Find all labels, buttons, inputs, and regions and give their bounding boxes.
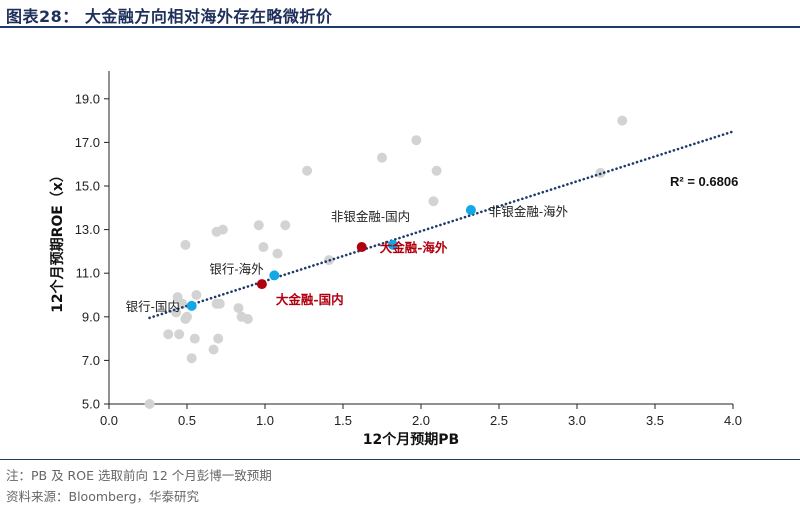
footnote: 注：PB 及 ROE 选取前向 12 个月彭博一致预期 [6,468,272,483]
background-point [258,242,269,253]
highlight-point [356,242,367,253]
point-label: 非银金融-国内 [331,209,410,224]
background-point [189,333,200,344]
background-point [180,239,191,250]
background-point [302,165,313,176]
background-point [411,135,422,146]
background-point [163,329,174,340]
background-point [182,311,192,322]
highlight-point [387,239,398,250]
background-point [191,290,202,300]
highlight-point [465,204,476,215]
highlight-point [269,270,280,281]
background-point [428,196,439,207]
x-tick-label: 2.5 [490,413,508,428]
x-tick-label: 3.5 [646,413,664,428]
background-point [186,353,197,364]
y-axis-title: 12个月预期ROE（x） [49,168,66,313]
footer-rule [0,459,800,460]
x-tick-label: 2.0 [412,413,430,428]
axes: 0.0 0.5 1.0 1.5 2.0 2.5 3.0 3.5 4.0 5.0 7.0 9.0 11.0… [75,71,742,428]
y-tick-label: 13.0 [75,222,100,237]
background-point [272,248,283,259]
x-tick-label: 1.5 [334,413,352,428]
y-tick-label: 17.0 [75,135,100,150]
highlight-point [256,279,267,290]
background-point [233,303,244,314]
scatter-chart: 0.0 0.5 1.0 1.5 2.0 2.5 3.0 3.5 4.0 5.0 7.0 9.0 11.0… [49,71,742,448]
x-tick-label: 0.0 [100,413,118,428]
highlight-points [186,204,476,311]
point-label: 大金融-海外 [380,240,448,255]
highlight-point [186,300,197,311]
background-point [377,152,387,163]
background-point [617,115,628,126]
y-tick-label: 19.0 [75,91,100,106]
background-point [144,399,155,409]
y-tick-label: 15.0 [75,179,100,194]
background-point [431,165,442,176]
source-note: 资料来源：Bloomberg，华泰研究 [6,489,199,504]
background-point [177,298,188,309]
title-rule [0,26,800,28]
background-point [242,313,253,324]
background-point [174,329,185,340]
background-point [213,333,224,344]
trendline [148,130,735,320]
background-points [144,115,628,409]
background-point [217,224,228,235]
x-axis-title: 12个月预期PB [363,431,459,448]
y-tick-label: 11.0 [76,266,100,281]
background-point [253,220,264,231]
x-tick-label: 3.0 [568,413,586,428]
r-squared-label: R² = 0.6806 [670,174,738,189]
point-label: 大金融-国内 [276,292,344,307]
x-tick-label: 0.5 [178,413,196,428]
point-label: 银行-国内 [126,299,180,314]
point-label: 银行-海外 [209,261,264,276]
background-point [280,220,291,231]
background-point [208,344,219,355]
x-tick-label: 1.0 [256,413,274,428]
figure-title: 图表28： 大金融方向相对海外存在略微折价 [6,7,333,26]
y-tick-label: 9.0 [82,309,100,324]
y-tick-label: 7.0 [82,353,100,368]
point-label: 非银金融-海外 [489,204,569,219]
background-point [214,298,225,309]
x-tick-label: 4.0 [724,413,742,428]
y-tick-label: 5.0 [82,397,100,412]
